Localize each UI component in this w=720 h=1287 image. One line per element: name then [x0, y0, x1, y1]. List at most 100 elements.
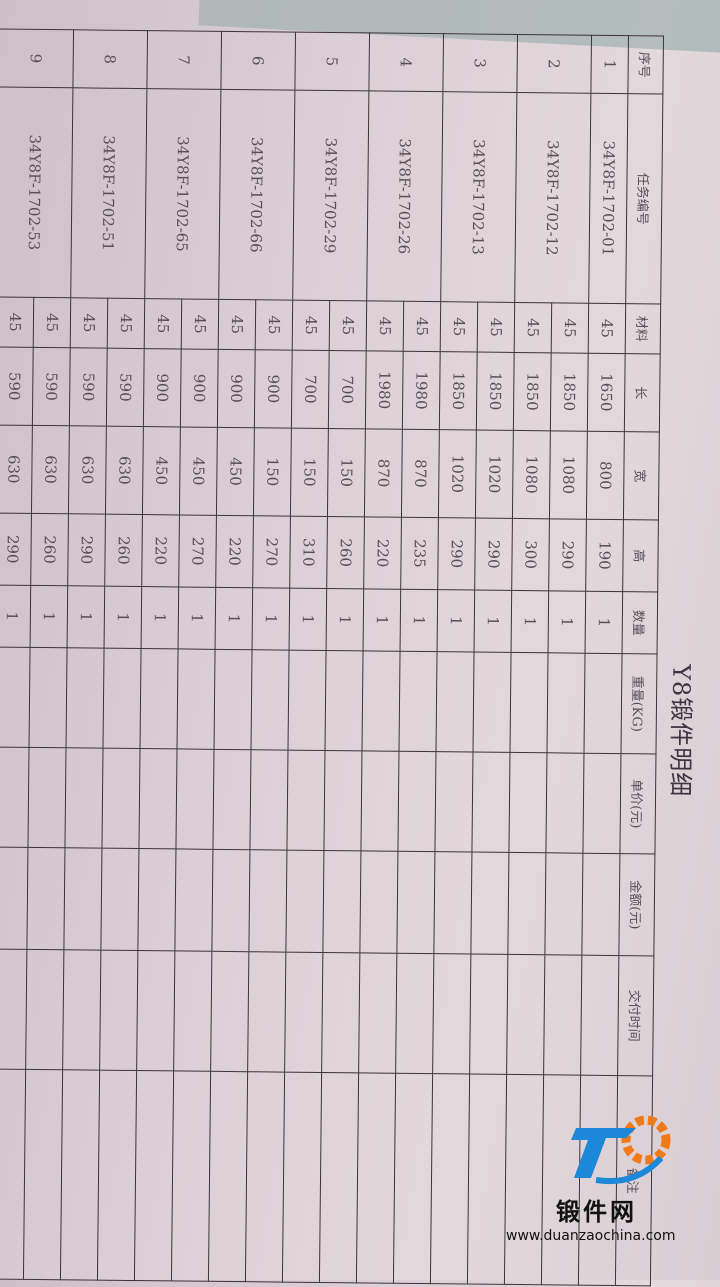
length-cell: 1850 [476, 352, 515, 431]
empty-cell [323, 750, 362, 851]
width-cell: 630 [0, 425, 33, 514]
empty-cell [360, 750, 399, 852]
material-cell: 45 [366, 300, 404, 352]
column-header: 宽 [623, 431, 660, 520]
empty-cell [580, 955, 619, 1076]
task-number-cell: 34Y8F-1702-13 [440, 91, 517, 303]
empty-cell [177, 648, 216, 750]
height-cell: 290 [67, 513, 106, 587]
column-header: 任务编号 [625, 93, 663, 304]
empty-cell [23, 1069, 63, 1280]
length-cell: 1980 [402, 351, 441, 430]
empty-cell [27, 747, 67, 848]
empty-cell [0, 647, 31, 748]
length-cell: 1850 [513, 352, 552, 431]
empty-cell [583, 653, 623, 754]
task-number-cell: 34Y8F-1702-66 [218, 89, 295, 301]
empty-cell [211, 849, 250, 952]
row-number-cell: 6 [220, 31, 296, 91]
height-cell: 220 [363, 516, 402, 590]
height-cell: 260 [104, 514, 143, 587]
empty-cell [0, 948, 27, 1070]
gear-logo-icon [571, 1115, 671, 1184]
column-header: 序号 [627, 35, 664, 94]
row-number-cell: 5 [294, 32, 370, 91]
material-cell: 45 [70, 297, 108, 349]
empty-cell [101, 748, 141, 849]
height-cell: 260 [326, 516, 365, 589]
width-cell: 630 [68, 425, 107, 515]
empty-cell [66, 647, 105, 749]
empty-cell [140, 648, 179, 749]
height-cell: 300 [511, 518, 550, 591]
width-cell: 630 [105, 426, 144, 515]
height-cell: 290 [437, 517, 476, 591]
quantity-cell: 1 [178, 586, 216, 650]
empty-cell [171, 1070, 211, 1282]
empty-cell [212, 749, 252, 850]
width-cell: 870 [401, 429, 440, 518]
width-cell: 870 [364, 428, 403, 518]
empty-cell [0, 746, 30, 848]
empty-cell [581, 853, 620, 956]
height-cell: 290 [474, 518, 513, 591]
empty-cell [324, 650, 364, 751]
watermark-name: 锻件网 [556, 1198, 637, 1226]
quantity-cell: 1 [585, 591, 623, 654]
empty-cell [544, 852, 583, 956]
material-cell: 45 [514, 302, 552, 353]
empty-cell [470, 852, 509, 955]
empty-cell [25, 949, 64, 1070]
quantity-cell: 1 [67, 585, 105, 649]
length-cell: 900 [180, 348, 219, 428]
height-cell: 290 [0, 513, 32, 586]
task-number-cell: 34Y8F-1702-26 [366, 90, 443, 302]
empty-cell [245, 1071, 285, 1283]
width-cell: 450 [179, 426, 218, 516]
width-cell: 150 [327, 428, 366, 517]
material-cell: 45 [0, 297, 34, 348]
length-cell: 900 [254, 349, 293, 429]
material-cell: 45 [329, 300, 367, 351]
length-cell: 1850 [550, 352, 589, 432]
task-number-cell: 34Y8F-1702-29 [292, 90, 369, 301]
empty-cell [433, 851, 472, 955]
empty-cell [321, 952, 360, 1073]
empty-cell [175, 748, 215, 850]
empty-cell [64, 747, 104, 849]
empty-cell [249, 749, 288, 851]
material-cell: 45 [181, 298, 219, 350]
empty-cell [397, 751, 436, 852]
empty-cell [506, 954, 545, 1075]
empty-cell [358, 952, 397, 1074]
task-number-cell: 34Y8F-1702-53 [0, 87, 73, 298]
empty-cell [359, 850, 398, 954]
quantity-cell: 1 [548, 590, 586, 654]
column-header: 长 [624, 353, 661, 432]
empty-cell [97, 1070, 137, 1281]
width-cell: 800 [586, 431, 625, 520]
empty-cell [509, 652, 549, 753]
length-cell: 590 [69, 347, 108, 427]
row-number-cell: 1 [590, 35, 629, 94]
column-header: 金额(元) [618, 853, 655, 956]
quantity-cell: 1 [215, 587, 253, 650]
material-cell: 45 [403, 301, 441, 352]
empty-cell [99, 950, 138, 1071]
height-cell: 220 [215, 515, 254, 588]
column-header: 单价(元) [619, 753, 656, 854]
quantity-cell: 1 [30, 585, 68, 648]
empty-cell [472, 652, 512, 753]
empty-cell [286, 750, 325, 851]
empty-cell [582, 753, 621, 854]
material-cell: 45 [255, 299, 293, 351]
empty-cell [467, 1074, 507, 1285]
empty-cell [134, 1070, 174, 1281]
forgings-table: 序号 任务编号 材料长宽高数量 重量(KG) 单价(元) 金额(元) 交付时间 备注 1 34Y… [0, 28, 664, 1286]
empty-cell [356, 1072, 396, 1284]
row-number-cell: 4 [368, 32, 444, 92]
empty-cell [214, 649, 253, 750]
empty-cell [62, 949, 101, 1071]
empty-cell [136, 950, 175, 1071]
empty-cell [432, 953, 471, 1075]
